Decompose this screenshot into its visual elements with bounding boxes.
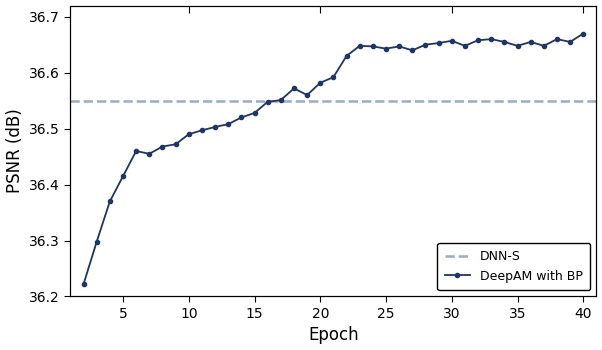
X-axis label: Epoch: Epoch (308, 327, 359, 344)
Line: DeepAM with BP: DeepAM with BP (81, 32, 585, 286)
DeepAM with BP (396, 44, 403, 49)
DeepAM with BP (172, 142, 179, 146)
DeepAM with BP (461, 44, 468, 48)
DeepAM with BP (238, 116, 245, 120)
DeepAM with BP (488, 37, 495, 41)
DeepAM with BP (159, 145, 166, 149)
DeepAM with BP (409, 48, 416, 52)
DeepAM with BP (356, 44, 364, 48)
Legend: DNN-S, DeepAM with BP: DNN-S, DeepAM with BP (437, 243, 590, 290)
DNN-S (67, 99, 74, 103)
DeepAM with BP (80, 282, 87, 286)
DeepAM with BP (146, 152, 153, 156)
DeepAM with BP (185, 132, 193, 137)
DeepAM with BP (422, 43, 429, 47)
DeepAM with BP (514, 44, 521, 48)
DeepAM with BP (527, 40, 535, 44)
DeepAM with BP (290, 86, 297, 90)
Y-axis label: PSNR (dB): PSNR (dB) (5, 108, 23, 194)
DeepAM with BP (474, 38, 482, 42)
DeepAM with BP (264, 100, 272, 104)
DeepAM with BP (566, 40, 574, 44)
DeepAM with BP (580, 32, 587, 36)
DeepAM with BP (369, 44, 376, 49)
DNN-S (54, 99, 61, 103)
DeepAM with BP (540, 44, 547, 48)
DeepAM with BP (119, 174, 126, 178)
DeepAM with BP (225, 122, 232, 126)
DeepAM with BP (277, 98, 284, 102)
DeepAM with BP (317, 80, 324, 85)
DeepAM with BP (251, 111, 258, 115)
DeepAM with BP (303, 93, 311, 97)
DeepAM with BP (382, 47, 389, 51)
DeepAM with BP (330, 75, 337, 79)
DeepAM with BP (501, 40, 508, 44)
DeepAM with BP (448, 39, 455, 43)
DeepAM with BP (93, 239, 101, 244)
DeepAM with BP (343, 54, 350, 58)
DeepAM with BP (435, 41, 442, 45)
DeepAM with BP (132, 149, 140, 153)
DeepAM with BP (198, 128, 205, 132)
DeepAM with BP (211, 125, 219, 129)
DeepAM with BP (106, 199, 113, 203)
DeepAM with BP (553, 37, 560, 41)
